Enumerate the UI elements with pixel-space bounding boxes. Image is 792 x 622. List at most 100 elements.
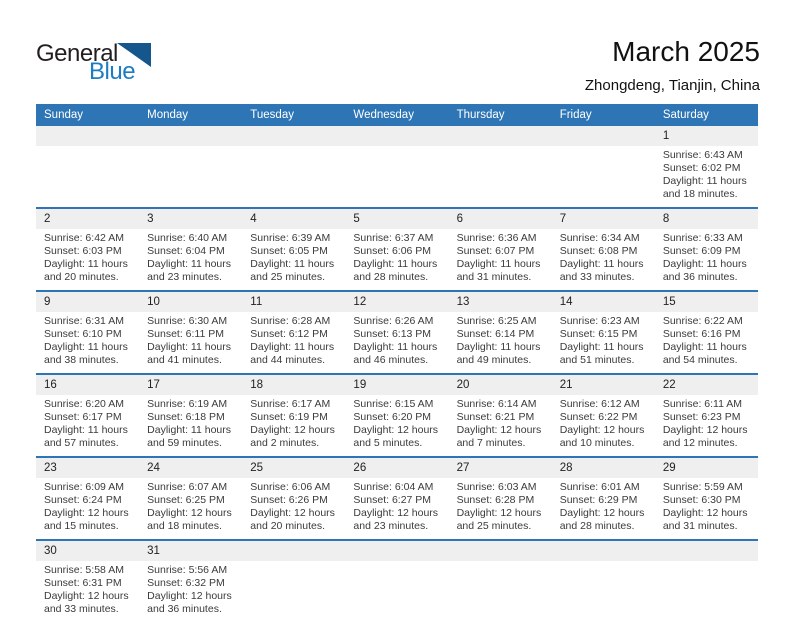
day-number: 2 (36, 209, 140, 229)
day-details: Sunrise: 6:15 AM Sunset: 6:20 PM Daylight:… (345, 395, 448, 456)
sunrise-text: Sunrise: 5:58 AM (44, 564, 124, 576)
day-number (448, 541, 552, 561)
sunrise-text: Sunrise: 6:33 AM (662, 232, 743, 244)
sunset-text: Sunset: 6:13 PM (353, 328, 432, 340)
day-number (36, 126, 140, 146)
sunset-text: Sunset: 6:09 PM (662, 245, 741, 257)
day-details: Sunrise: 6:40 AM Sunset: 6:04 PM Daylight:… (139, 229, 242, 290)
day-details: Sunrise: 6:17 AM Sunset: 6:19 PM Daylight:… (242, 395, 345, 456)
day-number: 11 (242, 292, 346, 312)
day-number: 26 (345, 458, 449, 478)
day-number (242, 541, 346, 561)
daylight-text: Daylight: 12 hours and 18 minutes. (147, 507, 232, 532)
daylight-text: Daylight: 12 hours and 36 minutes. (147, 590, 232, 615)
sunset-text: Sunset: 6:16 PM (662, 328, 741, 340)
day-details: Sunrise: 6:07 AM Sunset: 6:25 PM Daylight:… (139, 478, 242, 539)
day-details: Sunrise: 6:20 AM Sunset: 6:17 PM Daylight:… (36, 395, 139, 456)
sunrise-text: Sunrise: 6:22 AM (662, 315, 743, 327)
day-cell: 15 Sunrise: 6:22 AM Sunset: 6:16 PM Dayligh… (654, 292, 758, 373)
sunrise-text: Sunrise: 6:25 AM (456, 315, 537, 327)
daylight-text: Daylight: 12 hours and 7 minutes. (456, 424, 542, 449)
daylight-text: Daylight: 11 hours and 36 minutes. (662, 258, 747, 283)
day-number (551, 541, 655, 561)
sunset-text: Sunset: 6:06 PM (353, 245, 432, 257)
day-cell: 3 Sunrise: 6:40 AM Sunset: 6:04 PM Daylight… (139, 209, 243, 290)
day-number: 16 (36, 375, 140, 395)
sunrise-text: Sunrise: 5:59 AM (662, 481, 743, 493)
day-cell: 30 Sunrise: 5:58 AM Sunset: 6:31 PM Dayligh… (36, 541, 140, 622)
day-number: 23 (36, 458, 140, 478)
daylight-text: Daylight: 11 hours and 51 minutes. (559, 341, 644, 366)
day-cell: 5 Sunrise: 6:37 AM Sunset: 6:06 PM Daylight… (345, 209, 449, 290)
empty-day-cell (448, 541, 552, 622)
day-number: 9 (36, 292, 140, 312)
sunrise-text: Sunrise: 6:42 AM (44, 232, 124, 244)
day-details: Sunrise: 6:01 AM Sunset: 6:29 PM Daylight:… (552, 478, 655, 539)
sunset-text: Sunset: 6:19 PM (250, 411, 328, 423)
general-blue-logo: General Blue (36, 42, 151, 84)
day-cell: 28 Sunrise: 6:01 AM Sunset: 6:29 PM Dayligh… (551, 458, 655, 539)
sunset-text: Sunset: 6:21 PM (456, 411, 535, 423)
day-cell: 4 Sunrise: 6:39 AM Sunset: 6:05 PM Daylight… (242, 209, 346, 290)
day-cell: 13 Sunrise: 6:25 AM Sunset: 6:14 PM Dayligh… (448, 292, 552, 373)
page-title: March 2025 (612, 36, 760, 67)
day-details: Sunrise: 6:19 AM Sunset: 6:18 PM Daylight:… (139, 395, 242, 456)
sunset-text: Sunset: 6:30 PM (662, 494, 741, 506)
daylight-text: Daylight: 11 hours and 49 minutes. (456, 341, 541, 366)
day-details: Sunrise: 6:09 AM Sunset: 6:24 PM Daylight:… (36, 478, 139, 539)
empty-day-cell (551, 541, 655, 622)
sunset-text: Sunset: 6:04 PM (147, 245, 225, 257)
day-details: Sunrise: 6:30 AM Sunset: 6:11 PM Daylight:… (139, 312, 242, 373)
sunset-text: Sunset: 6:24 PM (44, 494, 122, 506)
weekday-header-row: Sunday Monday Tuesday Wednesday Thursday Frid… (36, 104, 758, 126)
sunset-text: Sunset: 6:17 PM (44, 411, 122, 423)
empty-day-cell (242, 126, 346, 207)
day-details: Sunrise: 6:31 AM Sunset: 6:10 PM Daylight:… (36, 312, 139, 373)
sunrise-text: Sunrise: 6:12 AM (559, 398, 640, 410)
empty-day-cell (345, 126, 449, 207)
day-details: Sunrise: 6:06 AM Sunset: 6:26 PM Daylight:… (242, 478, 345, 539)
week-row: 16 Sunrise: 6:20 AM Sunset: 6:17 PM Dayligh… (36, 375, 758, 458)
day-number: 7 (551, 209, 655, 229)
daylight-text: Daylight: 11 hours and 57 minutes. (44, 424, 128, 449)
weekday-label: Friday (559, 109, 592, 121)
calendar-weeks: 1 Sunrise: 6:43 AM Sunset: 6:02 PM Daylight… (36, 126, 758, 622)
weekday-label: Saturday (662, 109, 709, 121)
sunset-text: Sunset: 6:08 PM (559, 245, 638, 257)
sunrise-text: Sunrise: 6:37 AM (353, 232, 434, 244)
sunrise-text: Sunrise: 6:01 AM (559, 481, 640, 493)
day-cell: 9 Sunrise: 6:31 AM Sunset: 6:10 PM Daylight… (36, 292, 140, 373)
day-number: 20 (448, 375, 552, 395)
sunrise-text: Sunrise: 5:56 AM (147, 564, 228, 576)
daylight-text: Daylight: 12 hours and 33 minutes. (44, 590, 129, 615)
sunrise-text: Sunrise: 6:30 AM (147, 315, 228, 327)
sunrise-text: Sunrise: 6:39 AM (250, 232, 331, 244)
empty-day-cell (345, 541, 449, 622)
day-number: 5 (345, 209, 449, 229)
day-number (551, 126, 655, 146)
day-details: Sunrise: 6:43 AM Sunset: 6:02 PM Daylight:… (655, 146, 758, 207)
sunrise-text: Sunrise: 6:36 AM (456, 232, 537, 244)
weekday-label: Monday (147, 109, 189, 121)
logo-top-line: General (36, 42, 151, 67)
day-number: 4 (242, 209, 346, 229)
sunrise-text: Sunrise: 6:19 AM (147, 398, 228, 410)
daylight-text: Daylight: 11 hours and 44 minutes. (250, 341, 335, 366)
day-number (448, 126, 552, 146)
daylight-text: Daylight: 11 hours and 41 minutes. (147, 341, 231, 366)
daylight-text: Daylight: 12 hours and 28 minutes. (559, 507, 645, 532)
day-number: 21 (551, 375, 655, 395)
daylight-text: Daylight: 11 hours and 18 minutes. (662, 175, 747, 200)
sunset-text: Sunset: 6:27 PM (353, 494, 432, 506)
day-number: 31 (139, 541, 243, 561)
day-number: 18 (242, 375, 346, 395)
daylight-text: Daylight: 11 hours and 33 minutes. (559, 258, 644, 283)
empty-day-cell (36, 126, 140, 207)
day-number (242, 126, 346, 146)
day-number: 6 (448, 209, 552, 229)
day-cell: 23 Sunrise: 6:09 AM Sunset: 6:24 PM Dayligh… (36, 458, 140, 539)
day-number (139, 126, 243, 146)
day-details: Sunrise: 6:23 AM Sunset: 6:15 PM Daylight:… (552, 312, 655, 373)
day-details: Sunrise: 6:03 AM Sunset: 6:28 PM Daylight:… (449, 478, 552, 539)
